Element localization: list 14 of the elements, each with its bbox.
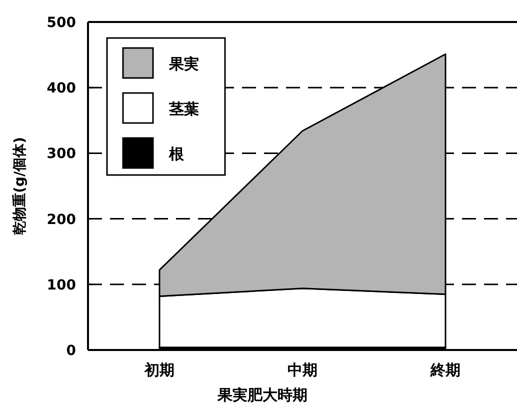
x-tick-label: 初期 (144, 361, 174, 379)
y-tick-label: 0 (66, 343, 76, 359)
x-tick-label: 終期 (430, 361, 460, 379)
legend-label: 茎葉 (168, 100, 199, 118)
y-tick-label: 200 (46, 212, 76, 228)
y-axis-title: 乾物重(g/個体) (12, 137, 28, 235)
y-tick-label: 300 (46, 146, 76, 162)
y-tick-label: 400 (46, 80, 76, 97)
x-axis-title: 果実肥大時期 (216, 386, 308, 404)
y-tick-label: 100 (46, 277, 76, 294)
legend-label: 根 (168, 145, 185, 163)
x-tick-label: 中期 (288, 361, 318, 379)
y-tick-label: 500 (46, 15, 76, 31)
legend-label: 果実 (168, 55, 199, 73)
